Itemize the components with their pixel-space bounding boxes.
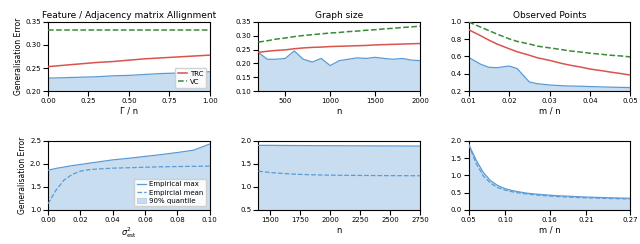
X-axis label: $\sigma^2_{\mathrm{est}}$: $\sigma^2_{\mathrm{est}}$ (121, 225, 137, 241)
Title: Feature / Adjacency matrix Allignment: Feature / Adjacency matrix Allignment (42, 11, 216, 20)
X-axis label: n: n (337, 225, 342, 234)
X-axis label: Γ / n: Γ / n (120, 107, 138, 116)
X-axis label: m / n: m / n (539, 107, 561, 116)
Y-axis label: Generalisation Error: Generalisation Error (13, 18, 22, 95)
Legend: TRC, VC: TRC, VC (175, 68, 206, 88)
Title: Observed Points: Observed Points (513, 11, 586, 20)
Title: Graph size: Graph size (315, 11, 364, 20)
X-axis label: m / n: m / n (539, 225, 561, 234)
Legend: Empirical max, Empircial mean, 90% quantile: Empirical max, Empircial mean, 90% quant… (134, 179, 206, 206)
X-axis label: n: n (337, 107, 342, 116)
Y-axis label: Generalisation Error: Generalisation Error (18, 137, 27, 214)
